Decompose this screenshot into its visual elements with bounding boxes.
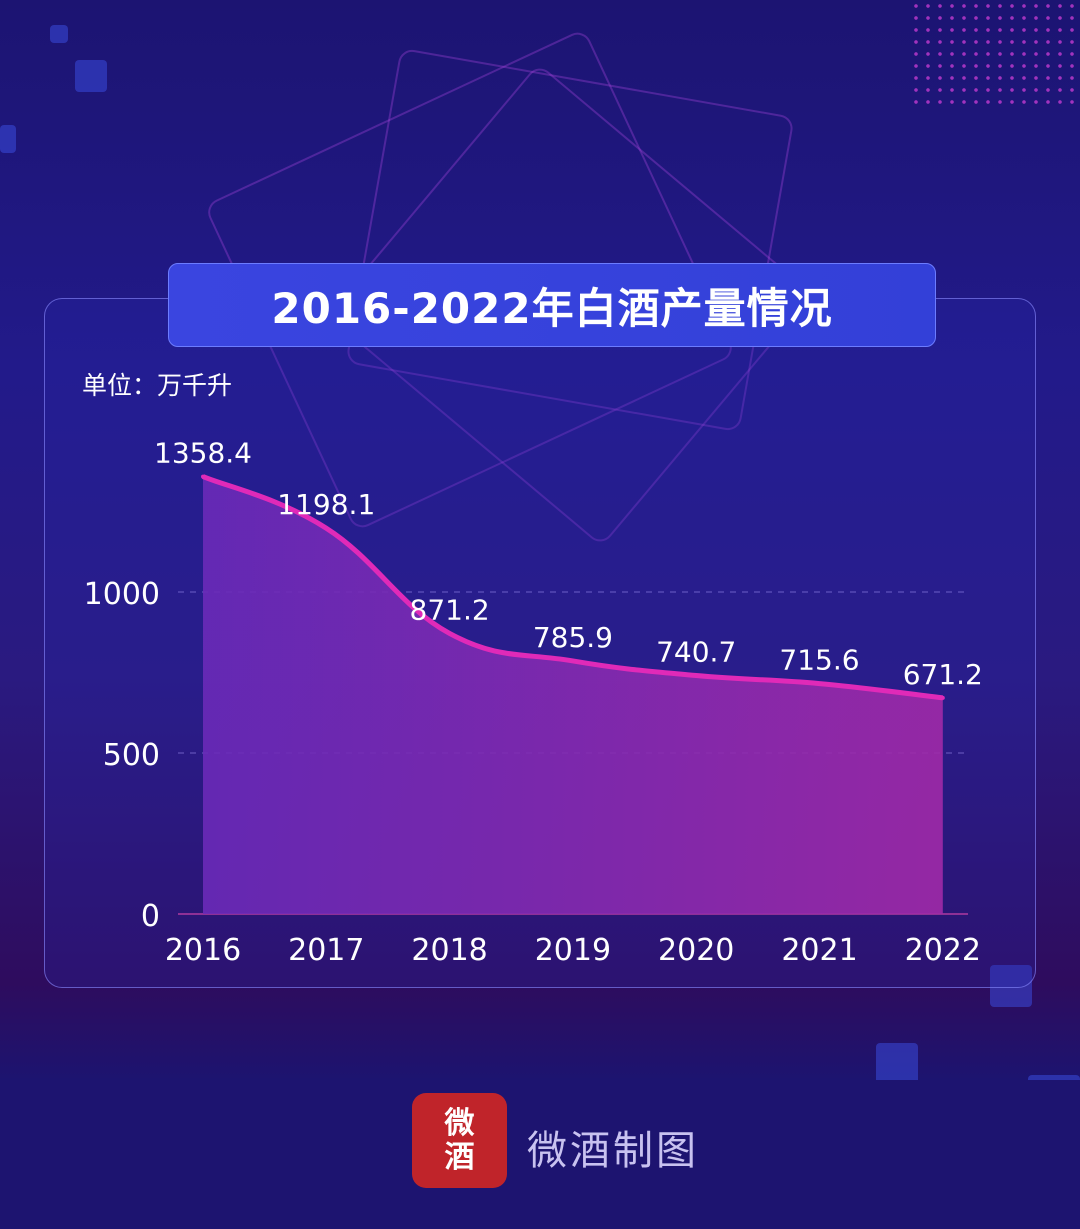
brand-logo: 微 酒 — [412, 1093, 507, 1188]
decorative-dots — [910, 0, 1080, 110]
unit-label: 单位：万千升 — [82, 371, 233, 400]
decorative-square — [50, 25, 68, 43]
brand-name: 微酒制图 — [527, 1128, 699, 1174]
data-point — [201, 474, 205, 479]
y-tick-label: 1000 — [84, 577, 160, 612]
logo-char: 微 — [444, 1105, 475, 1141]
x-tick-label: 2022 — [905, 933, 981, 968]
x-tick-label: 2016 — [165, 933, 241, 968]
x-tick-label: 2020 — [658, 933, 734, 968]
logo-char: 酒 — [444, 1139, 475, 1175]
footer-band — [0, 1080, 1080, 1229]
data-point — [447, 631, 452, 636]
x-tick-label: 2021 — [781, 933, 857, 968]
decorative-square — [876, 1043, 918, 1085]
decorative-square — [0, 125, 16, 153]
data-label: 785.9 — [533, 621, 613, 654]
data-point — [570, 658, 575, 663]
data-point — [817, 681, 822, 686]
x-tick-label: 2018 — [411, 933, 487, 968]
chart: 0 500 1000 1358.4 2016 1198.1 2017 871.2 2018 785… — [84, 437, 983, 968]
data-label: 1198.1 — [277, 488, 375, 521]
area-fill — [203, 476, 943, 914]
data-point — [694, 673, 699, 678]
y-tick-label: 0 — [141, 899, 160, 934]
data-point — [324, 526, 329, 531]
x-tick-label: 2017 — [288, 933, 364, 968]
data-label: 740.7 — [656, 635, 736, 668]
chart-title: 2016-2022年白酒产量情况 — [168, 263, 936, 347]
data-label: 671.2 — [903, 658, 983, 691]
x-tick-label: 2019 — [535, 933, 611, 968]
decorative-square — [75, 60, 107, 92]
data-label: 871.2 — [410, 593, 490, 626]
data-label: 715.6 — [779, 644, 859, 677]
y-tick-label: 500 — [103, 738, 160, 773]
data-label: 1358.4 — [154, 437, 252, 470]
data-point — [940, 695, 945, 700]
